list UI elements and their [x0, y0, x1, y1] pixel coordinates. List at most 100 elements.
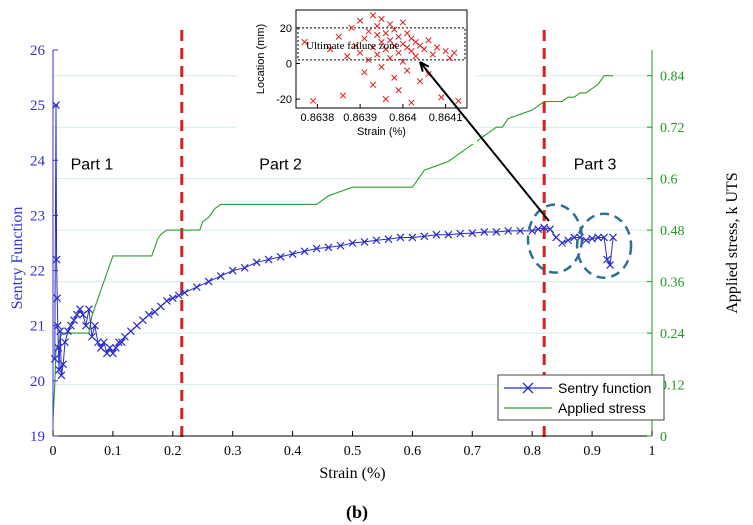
sentry-function-point	[558, 239, 567, 247]
sentry-function-point	[456, 229, 465, 238]
inset-arrow	[419, 61, 550, 222]
inset-point	[378, 63, 385, 71]
x-tick-label: 0.4	[284, 444, 302, 459]
inset-point	[378, 15, 385, 23]
inset-x-tick-label: 0.8639	[343, 112, 377, 124]
inset-point	[429, 51, 436, 58]
inset-point	[433, 44, 441, 51]
legend: Sentry function Applied stress	[497, 374, 665, 421]
inset-y-tick-label: 0	[286, 58, 292, 70]
y-tick-label-left: 21	[30, 319, 45, 335]
sentry-function-point	[300, 247, 309, 256]
applied-stress-line	[52, 75, 614, 419]
sentry-function-point	[52, 255, 61, 264]
sentry-function-point	[94, 338, 102, 347]
inset-x-tick-label: 0.8638	[301, 112, 335, 124]
inset-point	[369, 81, 377, 88]
highlight-circle	[575, 212, 633, 280]
inset-y-tick-label: 20	[280, 23, 292, 35]
y-tick-label-left: 20	[30, 374, 45, 390]
inset-point	[446, 54, 454, 62]
inset-y-tick-label: -20	[276, 94, 292, 106]
sentry-function-point	[348, 239, 357, 247]
inset-point	[356, 17, 364, 24]
sentry-function-point	[67, 321, 75, 330]
inset-point	[374, 22, 381, 30]
sentry-function-point	[54, 343, 63, 352]
sentry-function-point	[162, 296, 171, 305]
y-tick-label-left: 25	[30, 98, 45, 114]
legend-label: Sentry function	[558, 380, 651, 396]
x-tick-label: 0	[50, 444, 57, 459]
x-tick-label: 0.8	[523, 444, 541, 459]
sentry-function-point	[53, 294, 62, 303]
part-boundaries	[180, 30, 546, 442]
sentry-function-point	[336, 241, 345, 250]
sentry-function-point	[144, 310, 153, 319]
inset-point	[382, 46, 389, 53]
inset-point	[408, 99, 415, 106]
inset-point	[421, 46, 428, 53]
inset-point	[451, 49, 458, 56]
inset-point	[301, 38, 308, 46]
inset-point	[361, 69, 368, 76]
sentry-function-point	[57, 371, 66, 380]
sentry-function-point	[546, 225, 555, 234]
inset-point	[339, 92, 347, 99]
sentry-function-point	[70, 316, 78, 325]
inset-point	[399, 40, 407, 48]
sentry-function-point	[264, 255, 273, 264]
inset-point	[369, 44, 377, 51]
legend-label: Applied stress	[558, 400, 646, 416]
inset-point	[412, 38, 419, 46]
x-tick-label: 0.9	[583, 444, 601, 459]
sentry-function-point	[216, 272, 225, 281]
inset-point	[374, 51, 381, 58]
sentry-function-point	[168, 294, 177, 303]
sentry-function-point	[594, 233, 603, 242]
highlight-circle	[526, 203, 584, 274]
x-tick-label: 0.2	[164, 444, 182, 459]
inset-point	[416, 78, 424, 85]
x-tick-label: 0.1	[104, 444, 122, 459]
sentry-function-point	[603, 255, 611, 264]
inset-point	[309, 97, 317, 105]
main-axes: 0 0.1 0.2 0.3 0.4 0.5 0.6 0.7 0.8 0.9 1 19 20 21 22 23 2…	[9, 43, 741, 482]
sentry-function-point	[240, 263, 249, 272]
inset-point	[455, 97, 462, 105]
sentry-function-point	[600, 233, 609, 242]
inset-point	[391, 26, 398, 33]
y-tick-label-right: 0.36	[660, 276, 685, 291]
inset-point	[335, 33, 342, 40]
y-tick-label-right: 0.72	[660, 121, 685, 136]
x-axis-label: Strain (%)	[319, 465, 385, 482]
inset-point	[403, 67, 411, 74]
y-tick-label-left: 19	[30, 429, 45, 445]
inset-point	[399, 58, 407, 65]
sentry-function-point	[64, 327, 72, 336]
sentry-function-point	[192, 283, 201, 292]
inset-point	[399, 19, 407, 26]
sentry-function-point	[609, 233, 617, 242]
inset-point	[403, 30, 411, 37]
part-label: Part 3	[574, 157, 617, 174]
y-tick-label-right: 0.24	[660, 327, 685, 342]
inset-point	[356, 49, 364, 56]
inset-point	[391, 42, 398, 49]
x-tick-label: 1	[649, 444, 656, 459]
sentry-function-point	[76, 305, 84, 314]
sentry-function-point	[105, 343, 114, 352]
sentry-function-point	[288, 250, 297, 258]
inset-point	[344, 53, 351, 60]
inset-x-tick-label: 0.864	[389, 112, 417, 124]
sentry-function-point	[73, 310, 81, 319]
legend-box	[497, 374, 665, 421]
x-tick-label: 0.3	[224, 444, 242, 459]
figure-caption: (b)	[346, 502, 368, 523]
inset-point	[408, 47, 415, 55]
sentry-function-point	[408, 233, 417, 242]
sentry-function-point	[85, 305, 93, 314]
inset-point	[327, 46, 334, 53]
sentry-function-line	[54, 105, 614, 376]
